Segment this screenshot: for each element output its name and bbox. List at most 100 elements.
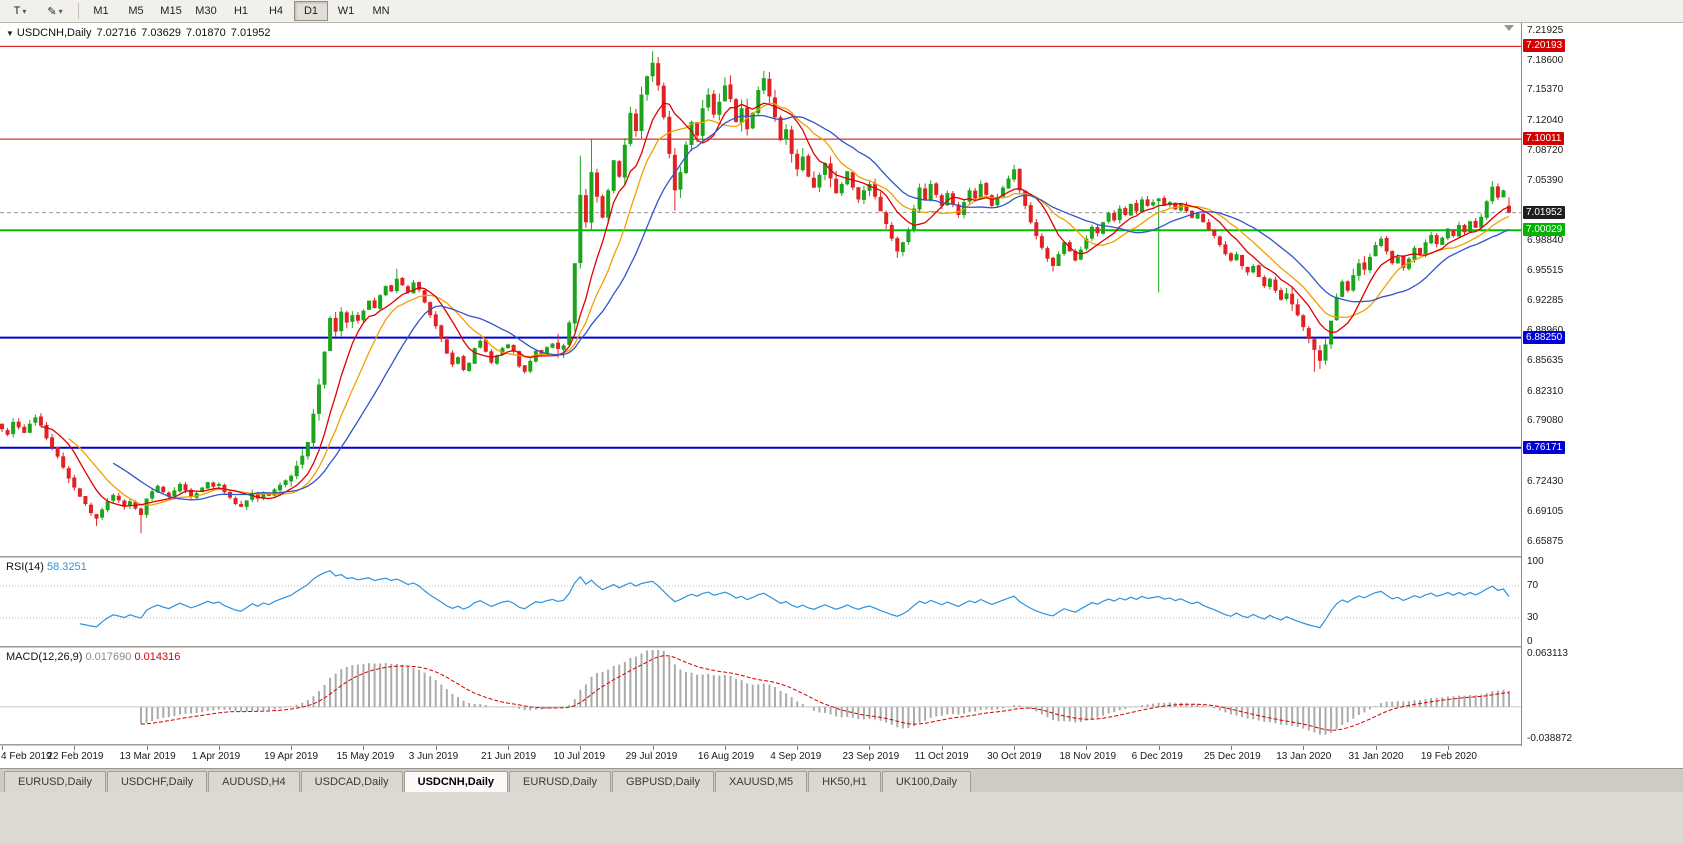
date-axis[interactable]: 4 Feb 2019 22 Feb 2019 13 Mar 2019 1 Apr 20… — [0, 746, 1683, 768]
macd-scale-label: 0.063113 — [1527, 648, 1568, 660]
date-tick — [869, 746, 871, 750]
macd-indicator-chart[interactable] — [0, 648, 1521, 744]
chart-tab-bar: EURUSD,Daily USDCHF,Daily AUDUSD,H4 USDCAD,… — [0, 768, 1683, 792]
rsi-scale-label: 70 — [1527, 580, 1539, 591]
date-tick — [941, 746, 943, 750]
date-tick — [363, 746, 365, 750]
ohlc-close: 7.01952 — [230, 27, 271, 39]
date-label: 23 Sep 2019 — [842, 751, 900, 762]
ohlc-high: 7.03629 — [141, 27, 182, 39]
chart-ohlc-readout: ▼ USDCNH,Daily 7.02716 7.03629 7.01870 7.0195… — [6, 27, 276, 39]
pencil-icon: ✎ — [47, 5, 57, 18]
date-tick — [1303, 746, 1305, 750]
macd-scale-label: -0.038872 — [1527, 733, 1573, 745]
date-tick — [1086, 746, 1088, 750]
date-tick — [1447, 746, 1449, 750]
date-tick — [508, 746, 510, 750]
price-scale-label: 6.85635 — [1527, 355, 1564, 367]
panel-separator[interactable] — [0, 744, 1683, 746]
date-tick — [1158, 746, 1160, 750]
date-label: 16 Aug 2019 — [697, 751, 755, 762]
date-tick — [74, 746, 76, 750]
date-tick — [146, 746, 148, 750]
date-tick — [1230, 746, 1232, 750]
date-label: 3 Jun 2019 — [408, 751, 459, 762]
price-tag-7.01952: 7.01952 — [1523, 205, 1566, 219]
chart-tab-AUDUSD,H4-2[interactable]: AUDUSD,H4 — [208, 771, 300, 792]
chart-tab-USDCHF,Daily-1[interactable]: USDCHF,Daily — [106, 771, 208, 792]
window-bottom-area — [0, 792, 1683, 844]
date-label: 22 Feb 2019 — [47, 751, 104, 762]
rsi-panel-label: RSI(14) 58.3251 — [6, 561, 87, 573]
chart-tab-GBPUSD,Daily-6[interactable]: GBPUSD,Daily — [612, 771, 714, 792]
ohlc-low: 7.01870 — [186, 27, 226, 39]
date-tick — [724, 746, 726, 750]
timeframe-button-M5[interactable]: M5 — [128, 5, 144, 17]
price-axis[interactable]: 7.21925 7.18600 7.15370 7.12040 7.08720 7.053… — [1521, 23, 1683, 746]
panel-separator[interactable] — [0, 556, 1683, 558]
date-label: 21 Jun 2019 — [481, 751, 537, 762]
chart-shift-marker[interactable] — [1504, 25, 1514, 31]
macd-histogram — [140, 650, 1510, 735]
price-scale-label: 6.72430 — [1527, 475, 1564, 487]
macd-indicator-name: MACD(12,26,9) — [6, 651, 83, 663]
timeframe-button-W1[interactable]: W1 — [337, 5, 355, 17]
panel-separator[interactable] — [0, 646, 1683, 648]
price-scale-label: 7.05390 — [1527, 175, 1564, 187]
ma-21-line — [112, 114, 1510, 501]
toolbar-separator — [78, 3, 79, 19]
date-tick — [652, 746, 654, 750]
macd-panel-label: MACD(12,26,9) 0.017690 0.014316 — [6, 651, 180, 663]
dropdown-arrow-icon[interactable]: ▾ — [58, 6, 63, 16]
timeframe-button-D1[interactable]: D1 — [294, 1, 328, 21]
chart-tab-USDCAD,Daily-3[interactable]: USDCAD,Daily — [300, 771, 403, 792]
timeframe-button-H4[interactable]: H4 — [268, 5, 284, 17]
price-tag-7.20193: 7.20193 — [1523, 39, 1566, 53]
rsi-indicator-chart[interactable] — [0, 558, 1521, 646]
chart-tab-XAUUSD,M5-7[interactable]: XAUUSD,M5 — [714, 771, 808, 792]
chart-symbol-label: USDCNH,Daily — [16, 27, 92, 39]
chart-tab-EURUSD,Daily-0[interactable]: EURUSD,Daily — [4, 771, 106, 792]
ma-8-line — [40, 102, 1510, 507]
macd-main-value: 0.017690 — [85, 651, 132, 663]
price-scale-label: 6.82310 — [1527, 385, 1564, 397]
dropdown-arrow-icon[interactable]: ▾ — [22, 6, 27, 16]
price-tag-7.10011: 7.10011 — [1523, 132, 1565, 146]
date-label: 15 May 2019 — [336, 751, 395, 762]
date-tick — [580, 746, 582, 750]
timeframe-button-MN[interactable]: MN — [372, 5, 390, 17]
price-scale-label: 6.98840 — [1527, 235, 1564, 247]
price-tag-7.00029: 7.00029 — [1523, 223, 1566, 237]
timeframe-button-M30[interactable]: M30 — [195, 5, 217, 17]
timeframe-button-H1[interactable]: H1 — [233, 5, 249, 17]
rsi-indicator-name: RSI(14) — [6, 561, 44, 573]
timeframe-button-M15[interactable]: M15 — [160, 5, 182, 17]
chart-background — [0, 23, 1683, 768]
price-scale-label: 7.18600 — [1527, 54, 1564, 66]
chart-tab-HK50,H1-8[interactable]: HK50,H1 — [808, 771, 881, 792]
date-label: 29 Jul 2019 — [625, 751, 678, 762]
rsi-indicator-value: 58.3251 — [46, 561, 87, 573]
macd-signal-line — [140, 655, 1510, 731]
price-scale-label: 6.95515 — [1527, 265, 1564, 277]
candles-series — [0, 51, 1511, 534]
rsi-scale-label: 30 — [1527, 612, 1539, 623]
date-tick — [1014, 746, 1016, 750]
rsi-line — [79, 570, 1510, 629]
chart-collapse-arrow[interactable]: ▼ — [6, 29, 14, 38]
timeframe-button-group: M1 M5 M15 M30 H1 H4 D1 W1 MN — [84, 1, 399, 21]
date-label: 4 Sep 2019 — [770, 751, 822, 762]
ohlc-open: 7.02716 — [96, 27, 137, 39]
price-scale-label: 7.12040 — [1527, 114, 1564, 126]
drawing-tool-button[interactable]: ✎ ▾ — [38, 1, 72, 21]
chart-tab-USDCNH,Daily-4[interactable]: USDCNH,Daily — [403, 771, 509, 792]
price-scale-label: 6.69105 — [1527, 506, 1564, 518]
rsi-scale-label: 0 — [1527, 636, 1533, 647]
price-scale-label: 7.21925 — [1527, 24, 1564, 36]
text-tool-button[interactable]: T ▾ — [3, 1, 37, 21]
chart-tab-EURUSD,Daily-5[interactable]: EURUSD,Daily — [509, 771, 612, 792]
main-price-chart[interactable] — [0, 23, 1521, 556]
text-tool-icon: T — [13, 5, 21, 17]
chart-tab-UK100,Daily-9[interactable]: UK100,Daily — [881, 771, 971, 792]
timeframe-button-M1[interactable]: M1 — [93, 5, 109, 17]
